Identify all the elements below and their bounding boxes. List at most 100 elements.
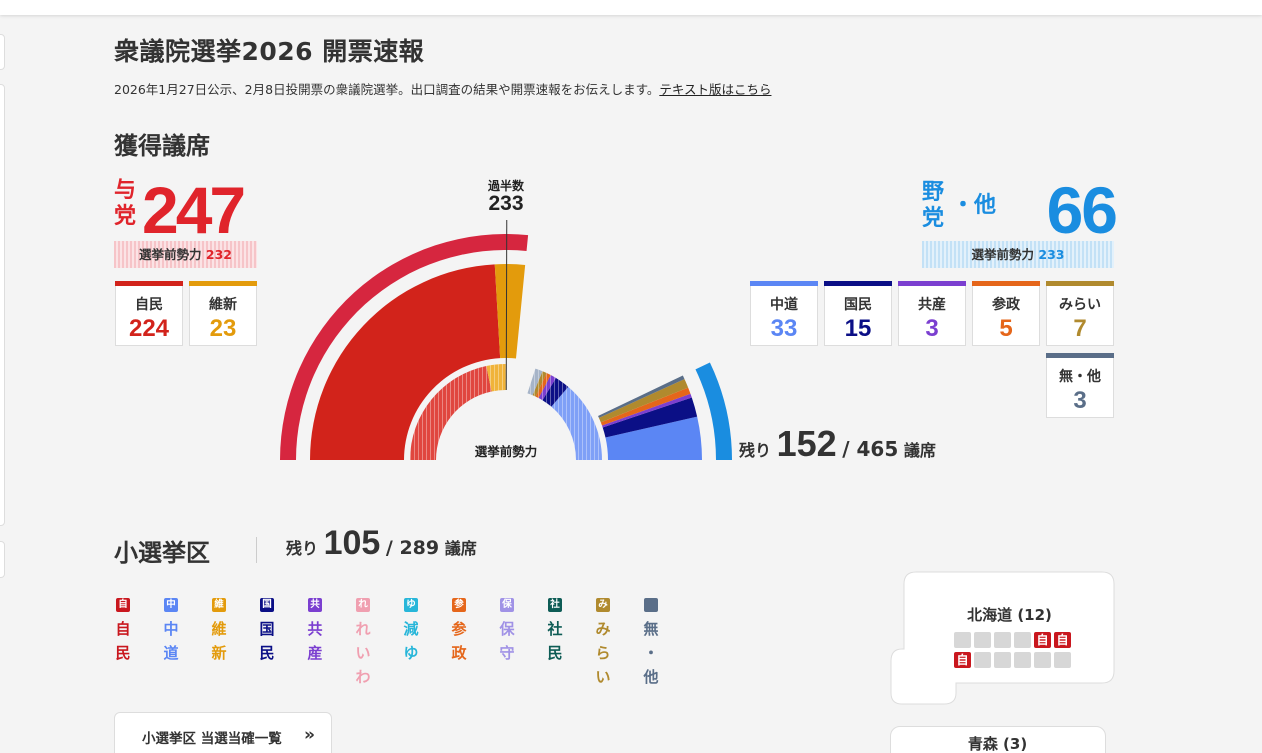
opposition-previous-strength: 選挙前勢力 233 <box>922 241 1114 268</box>
party-box-mirai[interactable]: みらい 7 <box>1046 281 1114 346</box>
middle-arc-みらい <box>598 379 689 423</box>
party-color-bar <box>1046 281 1114 286</box>
aomori-map-card[interactable] <box>890 726 1106 753</box>
party-color-bar <box>898 281 966 286</box>
legend-label: 自民 <box>115 620 131 662</box>
middle-arc-自民 <box>310 264 501 460</box>
party-seats: 3 <box>1073 387 1087 414</box>
party-seats: 23 <box>209 315 237 342</box>
legend-badge: み <box>596 598 610 612</box>
left-frame-3 <box>0 541 5 578</box>
party-name: 国民 <box>844 297 872 313</box>
district-seat[interactable] <box>954 632 971 648</box>
party-box-chudo[interactable]: 中道 33 <box>750 281 818 346</box>
legend-item: 自自民 <box>113 598 133 665</box>
party-seats: 224 <box>128 315 170 342</box>
middle-arc-無・他 <box>598 375 685 418</box>
opposition-total: 野党 ・他 66 <box>922 173 1118 247</box>
party-name: 無・他 <box>1059 369 1101 385</box>
majority-label: 過半数 <box>487 179 524 193</box>
party-color-bar <box>824 281 892 286</box>
district-seat[interactable] <box>974 632 991 648</box>
text-version-link[interactable]: テキスト版はこちら <box>659 82 772 97</box>
top-bar <box>0 0 1262 15</box>
legend-label: 参政 <box>451 620 467 662</box>
legend-badge: 国 <box>260 598 274 612</box>
party-seats: 15 <box>844 315 872 342</box>
party-box-independent-other[interactable]: 無・他 3 <box>1046 353 1114 418</box>
district-seat[interactable] <box>1054 652 1071 668</box>
majority-marker: 過半数 233 <box>476 180 536 215</box>
district-seat[interactable] <box>994 652 1011 668</box>
legend-label: 減ゆ <box>403 620 419 662</box>
inner-arc-opposition-stripe-1 <box>542 378 569 407</box>
legend-item: 社社民 <box>545 598 565 665</box>
legend-label: 中道 <box>163 620 179 662</box>
middle-arc-共産 <box>602 393 692 428</box>
district-seat[interactable]: 自 <box>954 652 971 668</box>
page-subtitle: 2026年1月27日公示、2月8日投開票の衆議院選挙。出口調査の結果や開票速報を… <box>114 82 772 97</box>
outer-ring <box>280 234 732 460</box>
inner-arc-opposition-stripe-0 <box>551 386 602 460</box>
outer-arc-opposition <box>695 362 732 460</box>
middle-arc-維新 <box>494 264 526 359</box>
party-seats: 5 <box>999 315 1013 342</box>
legend-item: 国国民 <box>257 598 277 665</box>
district-seat[interactable] <box>974 652 991 668</box>
district-remaining-label: 残り <box>286 539 319 558</box>
district-remaining-value: 105 <box>323 524 381 562</box>
district-seat[interactable] <box>994 632 1011 648</box>
district-seat[interactable] <box>1014 632 1031 648</box>
party-box-jimin[interactable]: 自民 224 <box>115 281 183 346</box>
district-seat[interactable] <box>1034 652 1051 668</box>
legend-badge: ゆ <box>404 598 418 612</box>
legend-label: 社民 <box>547 620 563 662</box>
double-chevron-right-icon: » <box>304 725 315 745</box>
middle-arc-中道 <box>605 416 702 460</box>
district-seat[interactable]: 自 <box>1034 632 1051 648</box>
party-name: 中道 <box>770 297 798 313</box>
legend-label: 保守 <box>499 620 515 662</box>
remaining-unit: 議席 <box>903 441 936 460</box>
inner-arc-opposition-stripe-2 <box>538 375 556 401</box>
district-heading: 小選挙区 <box>114 539 210 567</box>
legend-item: 無・他 <box>641 598 661 689</box>
legend-label: 無・他 <box>643 620 659 686</box>
opposition-seats: 66 <box>1046 173 1118 247</box>
legend-item: 保保守 <box>497 598 517 665</box>
previous-strength-ring <box>410 364 602 460</box>
majority-line <box>505 220 508 391</box>
legend-item: れれいわ <box>353 598 373 689</box>
legend-badge: 共 <box>308 598 322 612</box>
party-seats: 33 <box>770 315 798 342</box>
party-name: みらい <box>1059 297 1101 313</box>
district-seat[interactable] <box>1014 652 1031 668</box>
middle-ring <box>310 264 702 460</box>
chart-center-label: 選挙前勢力 <box>475 444 538 459</box>
seat-half-donut-chart: 選挙前勢力 <box>280 220 732 460</box>
party-box-sansei[interactable]: 参政 5 <box>972 281 1040 346</box>
legend-badge: 保 <box>500 598 514 612</box>
party-name: 参政 <box>992 297 1020 313</box>
legend-badge: 中 <box>164 598 178 612</box>
district-seat[interactable]: 自 <box>1054 632 1071 648</box>
legend-badge: 維 <box>212 598 226 612</box>
legend-label: 維新 <box>211 620 227 662</box>
party-box-kokumin[interactable]: 国民 15 <box>824 281 892 346</box>
district-remaining-total: / 289 <box>385 537 440 559</box>
legend-item: 共共産 <box>305 598 325 665</box>
party-box-ishin[interactable]: 維新 23 <box>189 281 257 346</box>
ruling-label: 与党 <box>114 178 137 229</box>
left-frame-2 <box>0 84 5 526</box>
remaining-seats: 残り 152 / 465 議席 <box>739 423 936 465</box>
legend-badge <box>644 598 658 612</box>
party-box-kyosan[interactable]: 共産 3 <box>898 281 966 346</box>
party-name: 維新 <box>209 297 237 313</box>
legend-badge: 参 <box>452 598 466 612</box>
inner-arc-stripe-1 <box>486 364 506 392</box>
majority-value: 233 <box>488 192 524 215</box>
legend-item: ゆ減ゆ <box>401 598 421 665</box>
aomori-title: 青森 (3) <box>967 735 1028 753</box>
legend-item: 維維新 <box>209 598 229 665</box>
district-winners-list-button[interactable]: 小選挙区 当選当確一覧 » <box>114 712 332 753</box>
